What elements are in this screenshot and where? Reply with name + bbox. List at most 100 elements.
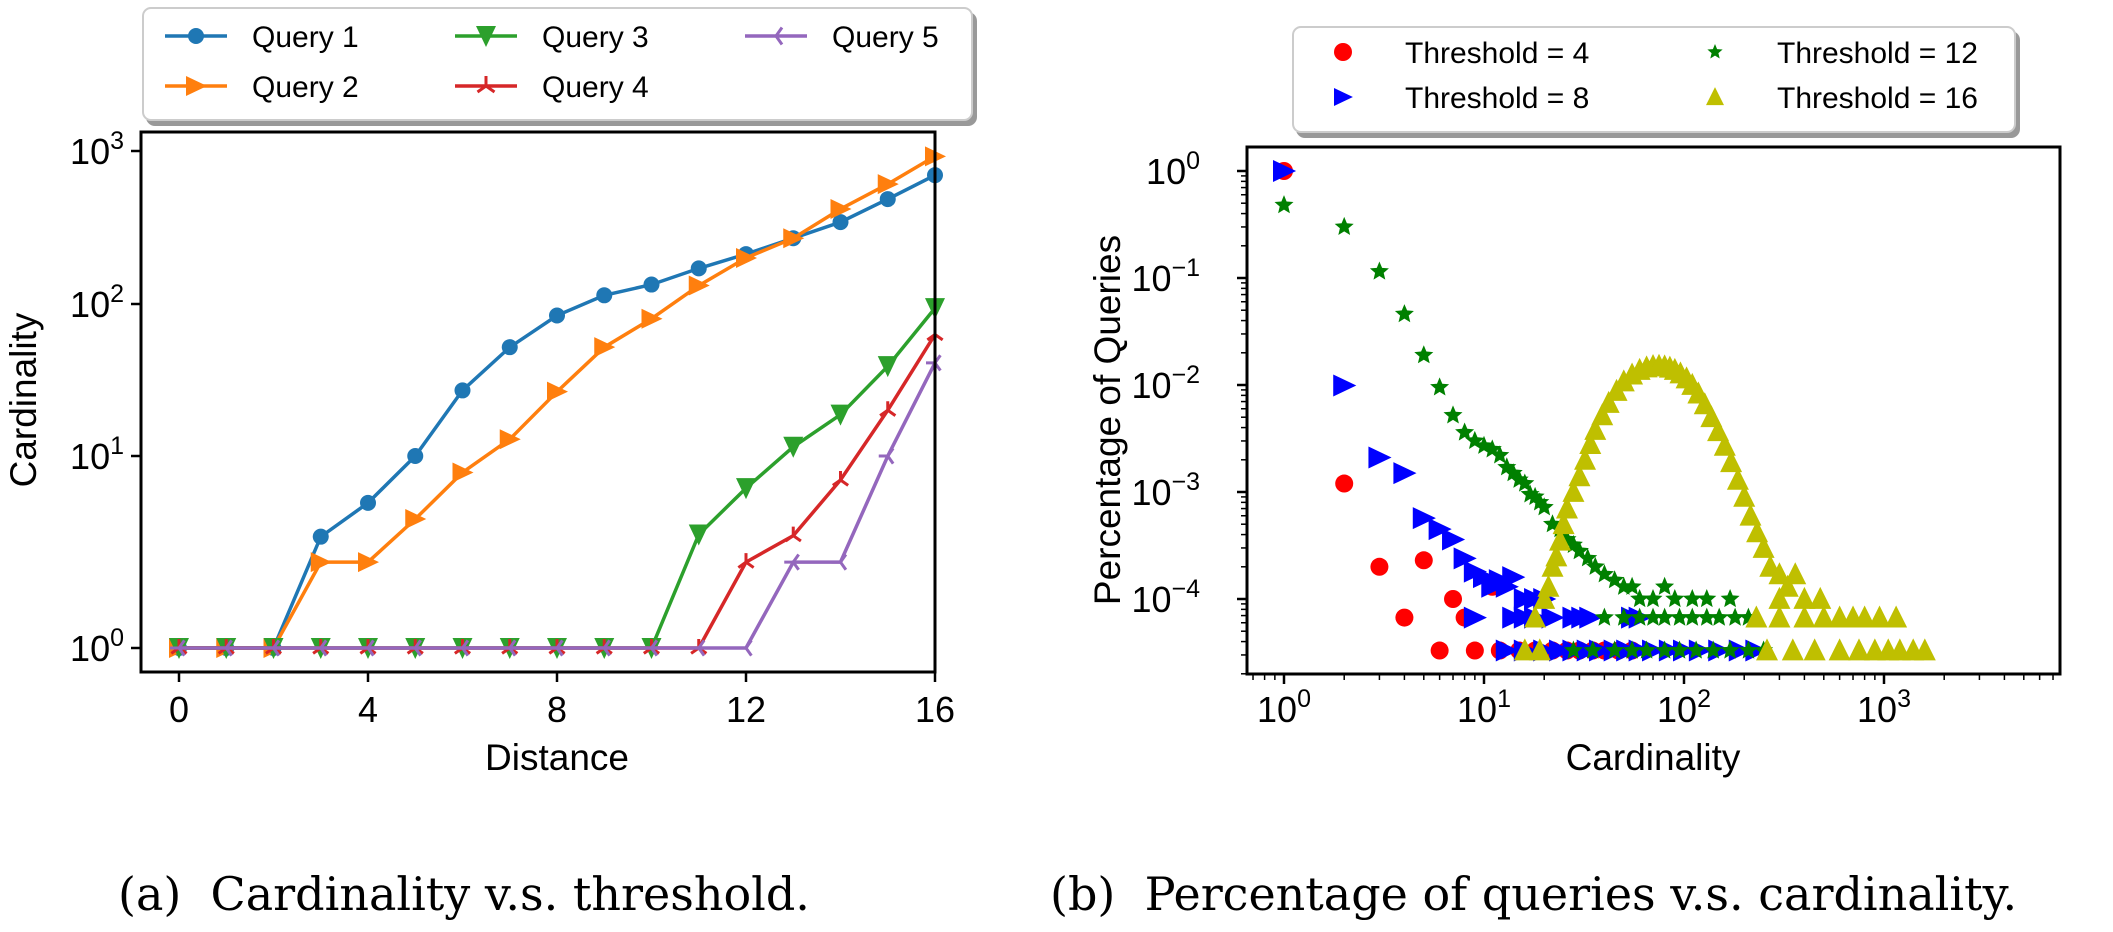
x-tick-label: 12 [726, 689, 766, 730]
data-point [688, 275, 710, 296]
data-point [1579, 606, 1603, 629]
legend-label: Threshold = 8 [1405, 82, 1589, 115]
legend-item: Query 5 [745, 21, 939, 54]
data-point [407, 448, 424, 464]
data-point [1412, 507, 1436, 530]
data-point [359, 639, 375, 657]
data-point [1605, 640, 1625, 659]
data-point [1333, 374, 1357, 397]
data-point [1768, 586, 1791, 609]
data-point [1334, 216, 1354, 235]
data-point [1809, 586, 1832, 609]
y-tick-label: 103 [70, 127, 124, 172]
data-point [1768, 562, 1791, 585]
data-point [643, 276, 660, 293]
series-query-3 [169, 298, 945, 659]
data-point [1784, 562, 1807, 585]
data-point [1490, 445, 1510, 464]
data-point [690, 260, 707, 277]
data-point [1752, 535, 1775, 558]
data-point [595, 639, 611, 657]
legend-frame [1292, 26, 2016, 133]
data-point [1812, 605, 1835, 628]
data-point [1578, 548, 1598, 567]
data-point [406, 639, 422, 657]
panel-a-axes-frame [139, 130, 937, 674]
series-threshold-12 [1274, 195, 1774, 659]
legend-label: Threshold = 12 [1777, 37, 1978, 70]
data-point [1637, 640, 1657, 659]
data-point [736, 247, 757, 268]
data-point [1524, 605, 1547, 628]
series-threshold-16 [1513, 353, 1936, 661]
data-point [547, 381, 568, 402]
legend-marker [186, 76, 207, 96]
y-tick-label: 10−2 [1131, 361, 1200, 406]
data-point [1395, 608, 1414, 627]
data-point [1670, 640, 1690, 659]
data-point [1444, 590, 1463, 608]
data-point [499, 429, 521, 450]
data-point [1568, 464, 1591, 487]
data-point [1443, 405, 1463, 424]
legend-label: Query 5 [832, 21, 939, 54]
data-point [360, 494, 376, 511]
data-point [1828, 638, 1851, 661]
data-point [1549, 528, 1572, 551]
data-point [1655, 607, 1675, 626]
data-point [548, 639, 564, 657]
data-point [879, 401, 897, 417]
data-point [1781, 638, 1804, 661]
data-point [1745, 605, 1768, 628]
data-point [1541, 606, 1565, 629]
data-point [1414, 551, 1433, 570]
legend-marker [766, 26, 784, 46]
panel-a-legend: Query 1 Query 2 Query 3 Query 4 Query 5 [142, 7, 973, 121]
data-point [1513, 638, 1536, 661]
data-point [454, 382, 471, 399]
legend-item: Threshold = 4 [1334, 37, 1589, 70]
series-query-5 [170, 354, 942, 657]
panel-a-plot-area [169, 146, 946, 659]
legend-label: Query 3 [542, 21, 649, 54]
data-point [1682, 589, 1702, 608]
data-point [1453, 547, 1477, 570]
y-tick-label: 102 [70, 280, 124, 325]
data-point [737, 639, 753, 657]
data-point [1583, 640, 1603, 659]
data-point [1369, 261, 1389, 280]
legend-item: Threshold = 8 [1334, 82, 1589, 115]
data-point [453, 639, 470, 657]
data-point [1552, 512, 1575, 535]
data-point [1665, 589, 1685, 608]
data-point [1776, 574, 1799, 597]
data-point [217, 639, 233, 657]
data-point [1768, 605, 1791, 628]
legend-item: Query 2 [165, 71, 359, 104]
data-point [1643, 607, 1663, 626]
data-point [877, 174, 899, 195]
data-point [737, 553, 755, 569]
legend-label: Threshold = 16 [1777, 82, 1978, 115]
panel-b-caption: (b) Percentage of queries v.s. cardinali… [1050, 867, 2017, 921]
legend-marker [1334, 43, 1352, 61]
data-point [688, 524, 709, 546]
y-tick-label: 10−1 [1131, 254, 1200, 299]
data-point [1755, 638, 1778, 661]
panel-a-caption: (a) Cardinality v.s. threshold. [118, 867, 810, 921]
data-point [1913, 638, 1936, 661]
legend-marker [188, 28, 204, 44]
legend-label: Query 4 [542, 71, 649, 104]
data-point [1697, 607, 1717, 626]
data-point [1655, 640, 1675, 659]
x-tick-label: 4 [358, 689, 378, 730]
data-point [1502, 606, 1526, 629]
series-threshold-4 [1275, 162, 1642, 660]
data-point [170, 639, 186, 657]
data-point [1686, 640, 1706, 659]
legend-item: Threshold = 12 [1707, 37, 1978, 70]
data-point [783, 436, 804, 458]
panel-b-x-axis-label: Cardinality [1566, 737, 1741, 778]
data-point [1569, 541, 1589, 560]
data-point [1697, 589, 1717, 608]
